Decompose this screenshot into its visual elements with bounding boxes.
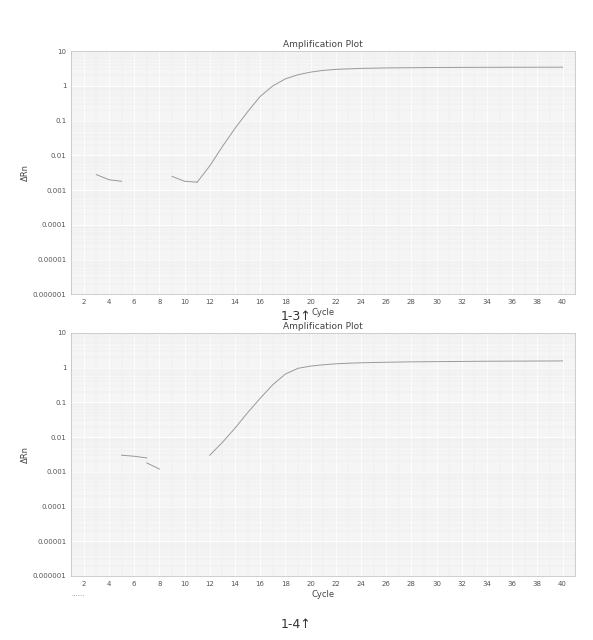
X-axis label: Cycle: Cycle [312,308,334,317]
Text: 1-3↑: 1-3↑ [281,310,312,323]
Y-axis label: ΔRn: ΔRn [21,446,30,463]
Text: ......: ...... [71,591,85,597]
Title: Amplification Plot: Amplification Plot [283,322,363,331]
X-axis label: Cycle: Cycle [312,589,334,598]
Title: Amplification Plot: Amplification Plot [283,40,363,49]
Text: 1-4↑: 1-4↑ [281,618,312,630]
Y-axis label: ΔRn: ΔRn [21,164,30,181]
